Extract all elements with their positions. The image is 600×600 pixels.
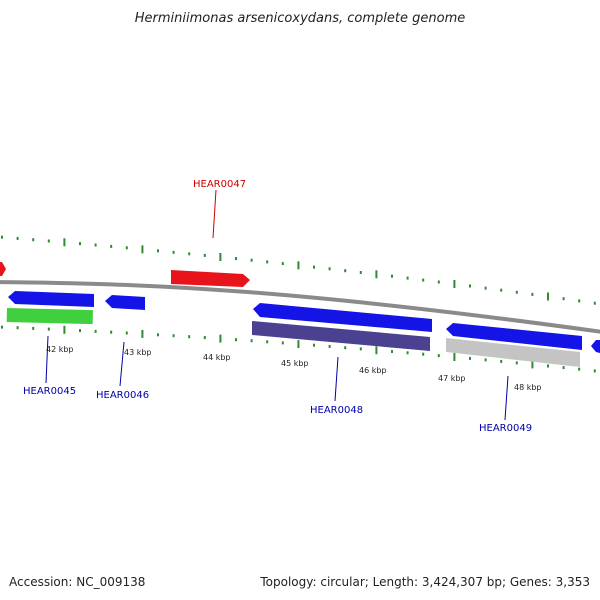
tick-label-48kbp: 48 kbp [514, 383, 542, 392]
tick-label-42kbp: 42 kbp [46, 345, 74, 354]
gene-label-hear0045[interactable]: HEAR0045 [23, 386, 76, 397]
leader-line-hear0046 [119, 341, 125, 387]
leader-line-hear0045 [45, 335, 49, 384]
genome-summary-text: Topology: circular; Length: 3,424,307 bp… [260, 575, 590, 589]
leader-line-hear0048 [334, 356, 339, 402]
gene-arrow-hear0046[interactable] [105, 295, 145, 310]
feature-bar-purple[interactable] [252, 321, 430, 351]
tick-label-47kbp: 47 kbp [438, 374, 466, 383]
gene-arrow-right-edge[interactable] [591, 340, 600, 353]
gene-arrow-hear0048[interactable] [253, 303, 432, 332]
genome-backbone [0, 280, 600, 334]
tick-label-44kbp: 44 kbp [203, 353, 231, 362]
tick-label-46kbp: 46 kbp [359, 366, 387, 375]
gene-arrow-hear0047[interactable] [171, 270, 250, 287]
lower-tick-row [1, 325, 596, 373]
map-title: Herminiimonas arsenicoxydans, complete g… [134, 11, 466, 26]
gene-label-hear0047[interactable]: HEAR0047 [193, 179, 246, 190]
tick-label-43kbp: 43 kbp [124, 348, 152, 357]
feature-bar-grey[interactable] [446, 338, 580, 367]
gene-label-hear0046[interactable]: HEAR0046 [96, 390, 149, 401]
gene-label-hear0049[interactable]: HEAR0049 [479, 423, 532, 434]
accession-text: Accession: NC_009138 [9, 575, 146, 589]
gene-arrow-forward-left-edge[interactable] [0, 262, 6, 276]
tick-label-45kbp: 45 kbp [281, 359, 309, 368]
leader-line-hear0049 [504, 375, 509, 421]
leader-line-hear0047 [212, 189, 217, 239]
gene-arrow-hear0049[interactable] [446, 323, 582, 350]
feature-bar-green[interactable] [6, 308, 93, 325]
upper-tick-row [1, 235, 596, 305]
gene-label-hear0048[interactable]: HEAR0048 [310, 405, 363, 416]
gene-arrow-hear0045[interactable] [8, 291, 94, 307]
